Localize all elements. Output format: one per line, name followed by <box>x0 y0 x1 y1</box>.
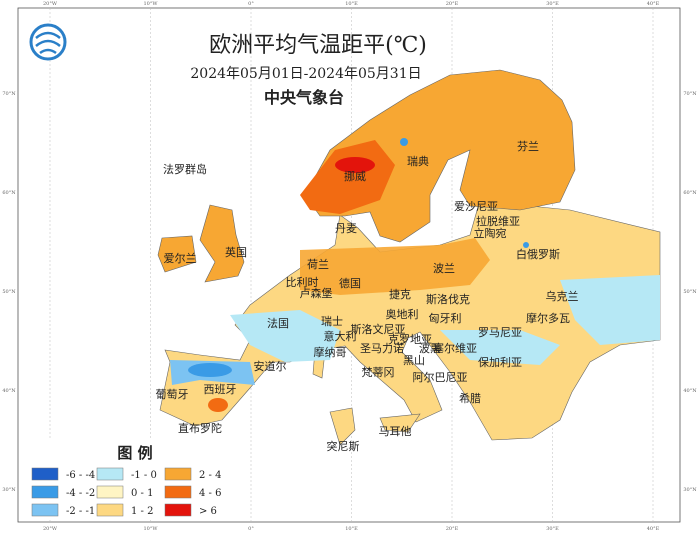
country-label: 捷克 <box>389 287 411 301</box>
lat-label: 70°N <box>683 91 697 97</box>
country-label: 摩纳哥 <box>314 345 347 359</box>
legend-swatch <box>31 485 59 499</box>
country-label: 比利时 <box>286 276 319 289</box>
lat-label: 30°N <box>2 487 16 493</box>
lon-label: 30°E <box>546 526 559 532</box>
anomaly-patches <box>170 138 660 412</box>
lat-label: 30°N <box>683 487 697 493</box>
country-label: 波兰 <box>433 262 455 275</box>
legend-label: -2 - -1 <box>66 506 95 517</box>
country-label: 立陶宛 <box>474 226 507 240</box>
country-label: 卢森堡 <box>300 286 333 300</box>
country-label: 匈牙利 <box>429 311 462 325</box>
country-label: 斯洛伐克 <box>426 292 470 306</box>
country-label: 塞尔维亚 <box>433 341 477 355</box>
legend-swatch <box>96 503 124 517</box>
period: 2024年05月01日-2024年05月31日 <box>190 66 421 82</box>
country-label: 挪威 <box>344 169 366 183</box>
legend-swatch <box>96 485 124 499</box>
country-label: 英国 <box>225 245 247 259</box>
legend-swatch <box>164 485 192 499</box>
legend-label: 0 - 1 <box>131 488 153 499</box>
legend-label: 4 - 6 <box>199 488 221 499</box>
country-label: 保加利亚 <box>478 355 522 369</box>
legend-label: -6 - -4 <box>66 470 95 481</box>
lat-label: 70°N <box>2 91 16 97</box>
legend-label: -4 - -2 <box>66 488 95 499</box>
country-label: 法国 <box>267 316 289 330</box>
country-label: 罗马尼亚 <box>478 326 522 339</box>
lon-label: 20°E <box>446 1 459 7</box>
country-label: 芬兰 <box>517 140 539 153</box>
lon-label: 40°E <box>647 1 660 7</box>
country-label: 奥地利 <box>386 307 419 321</box>
legend: 图 例 -6 - -4 -4 - -2 -2 - -1 -1 - 0 0 - 1 1 - … <box>20 440 250 520</box>
legend-swatch <box>164 503 192 517</box>
lon-label: 0° <box>248 1 254 7</box>
country-label: 阿尔巴尼亚 <box>413 371 468 384</box>
country-label: 黑山 <box>403 354 425 367</box>
country-label: 法罗群岛 <box>163 162 207 176</box>
legend-label: -1 - 0 <box>131 470 157 481</box>
country-label: 荷兰 <box>307 258 329 271</box>
lon-label: 20°W <box>43 1 58 7</box>
country-label: 克罗地亚 <box>388 333 432 346</box>
lat-label: 60°N <box>683 190 697 196</box>
country-label: 波黑 <box>419 342 441 355</box>
lat-label: 40°N <box>2 388 16 394</box>
country-label: 圣马力诺 <box>360 342 404 355</box>
legend-box <box>20 440 250 520</box>
legend-label: 1 - 2 <box>131 506 153 517</box>
country-label: 摩尔多瓦 <box>526 311 570 325</box>
agency: 中央气象台 <box>264 88 344 107</box>
lon-label: 40°E <box>647 526 660 532</box>
country-label: 爱沙尼亚 <box>454 200 498 213</box>
lat-label: 50°N <box>2 289 16 295</box>
lon-label: 10°E <box>345 526 358 532</box>
country-label: 希腊 <box>459 391 481 405</box>
country-label: 梵蒂冈 <box>362 366 395 379</box>
country-labels: 法罗群岛 爱尔兰 英国 法国 西班牙 葡萄牙 直布罗陀 安道尔 摩纳哥 比利时 … <box>156 140 579 453</box>
country-label: 斯洛文尼亚 <box>351 322 406 336</box>
logo <box>29 23 67 61</box>
country-label: 安道尔 <box>254 359 287 373</box>
legend-label: 2 - 4 <box>199 470 221 481</box>
lon-label: 10°W <box>143 1 158 7</box>
country-label: 德国 <box>339 276 361 290</box>
lon-label: 30°E <box>546 1 559 7</box>
country-label: 突尼斯 <box>327 439 360 453</box>
lon-label: 0° <box>248 526 254 532</box>
lat-label: 40°N <box>683 388 697 394</box>
country-label: 白俄罗斯 <box>516 247 560 261</box>
lat-label: 60°N <box>2 190 16 196</box>
lon-label: 10°E <box>345 1 358 7</box>
country-label: 意大利 <box>324 329 357 343</box>
country-label: 西班牙 <box>204 383 237 396</box>
land <box>157 69 661 446</box>
lon-label: 20°E <box>446 526 459 532</box>
country-label: 爱尔兰 <box>164 252 197 265</box>
lon-label: 10°W <box>143 526 158 532</box>
legend-title: 图 例 <box>117 444 152 462</box>
legend-swatch <box>31 467 59 481</box>
legend-swatch <box>96 467 124 481</box>
legend-swatch <box>164 467 192 481</box>
country-label: 乌克兰 <box>546 289 579 303</box>
country-label: 直布罗陀 <box>178 421 222 435</box>
lon-label: 20°W <box>43 526 58 532</box>
country-label: 马耳他 <box>379 425 412 438</box>
country-label: 瑞士 <box>321 314 343 328</box>
legend-label: > 6 <box>199 506 217 517</box>
legend-swatch <box>31 503 59 517</box>
country-label: 丹麦 <box>335 222 357 235</box>
country-label: 拉脱维亚 <box>476 214 520 228</box>
lat-label: 50°N <box>683 289 697 295</box>
country-label: 瑞典 <box>407 154 429 168</box>
country-label: 葡萄牙 <box>156 388 189 401</box>
map-title: 欧洲平均气温距平(℃) <box>209 33 427 58</box>
